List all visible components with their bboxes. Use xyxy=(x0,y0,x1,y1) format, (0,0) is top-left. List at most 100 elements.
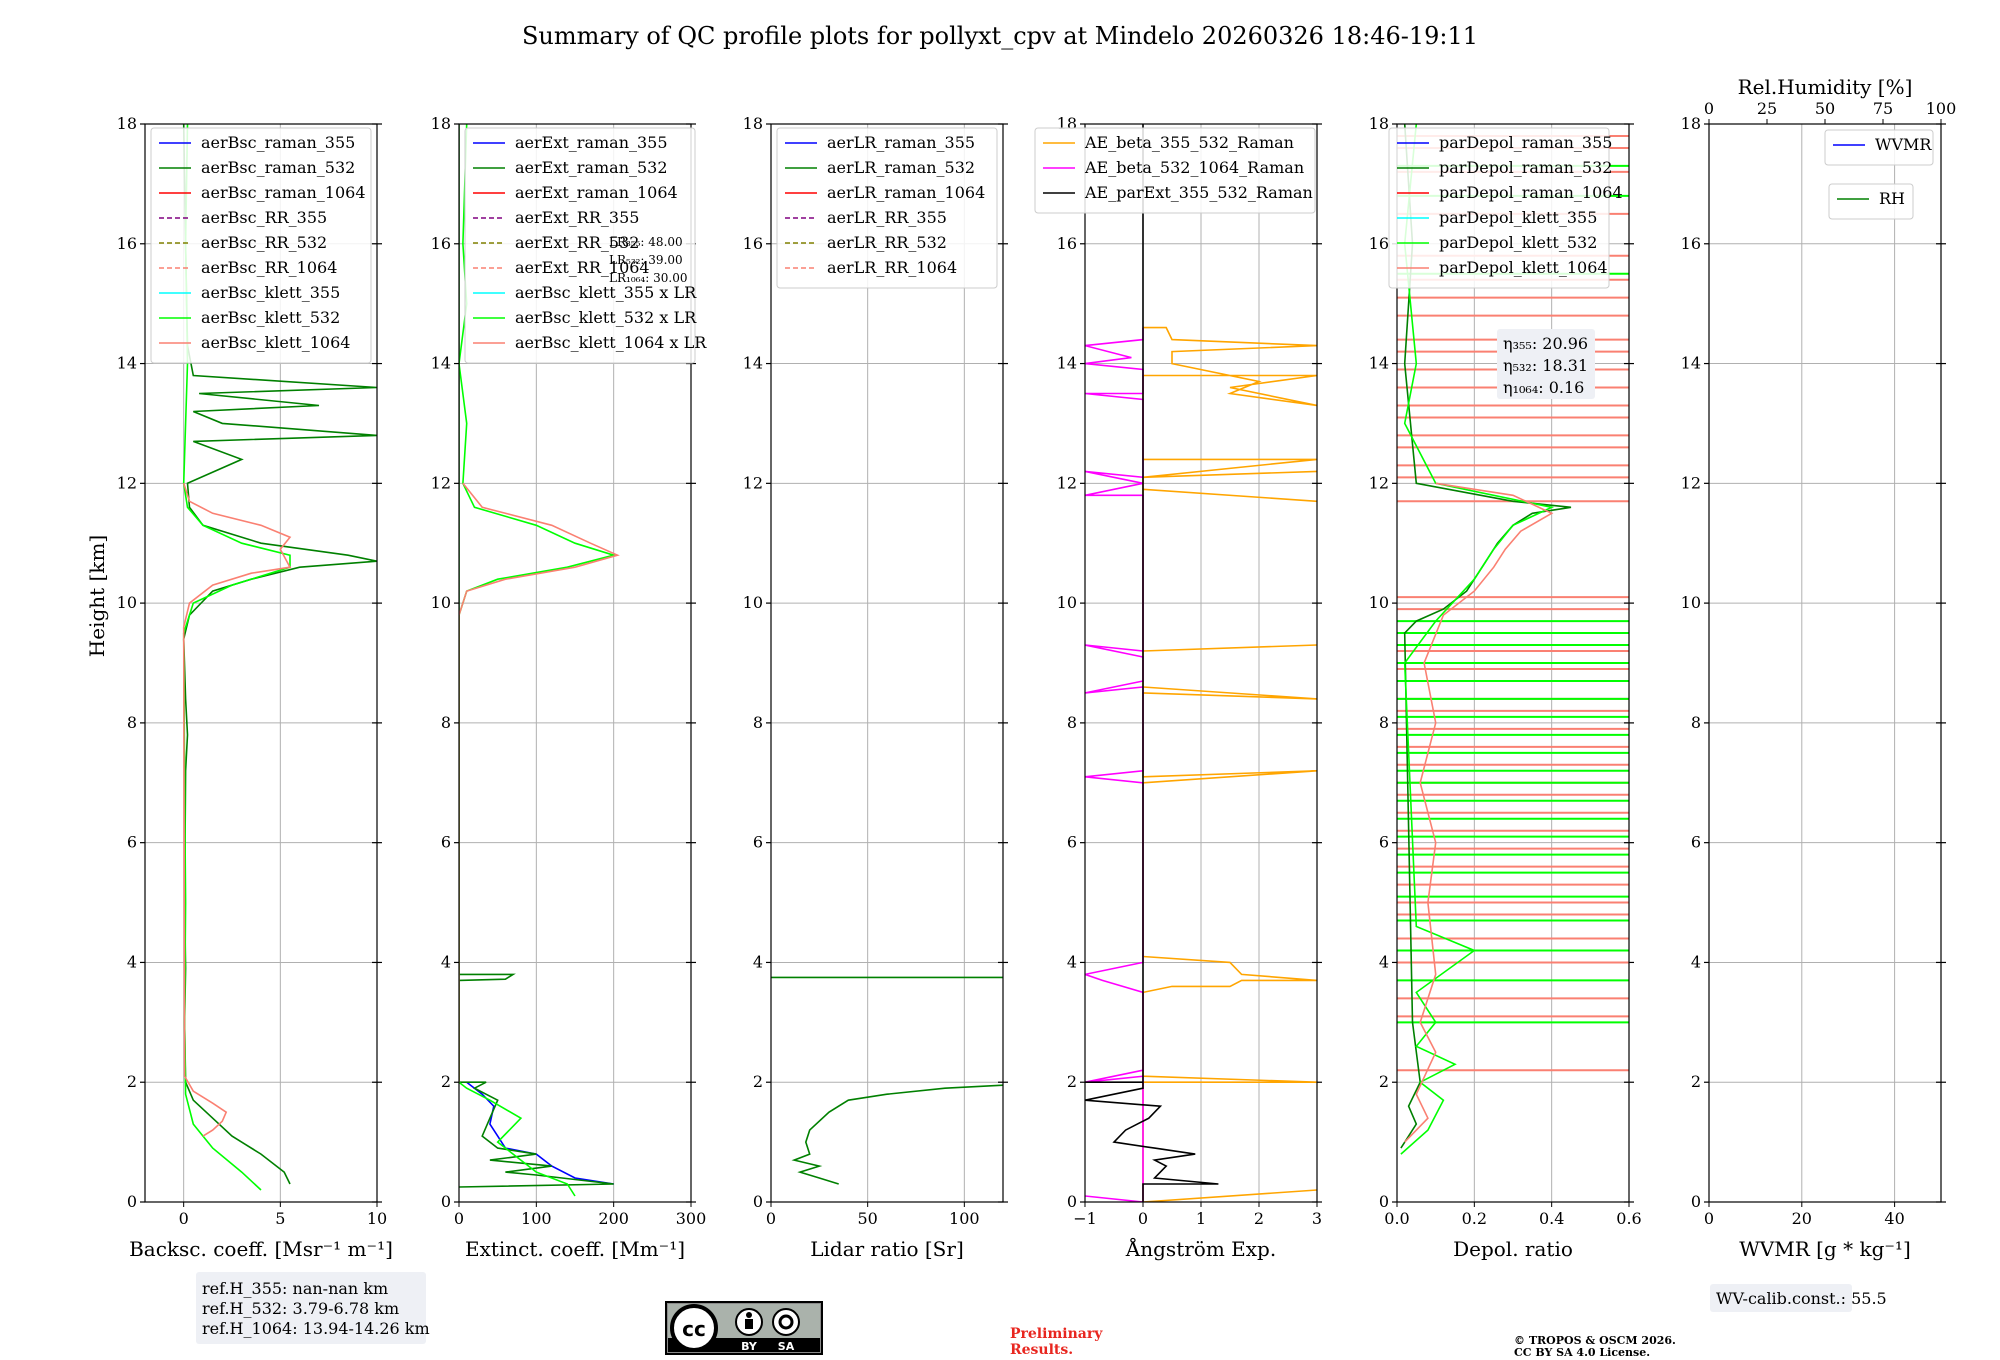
x-tick-label: 0.2 xyxy=(1462,1209,1487,1228)
panel-ext: 0 100 200 300 0 2 4 6 8 10 12 14 16 18 Extinct. coeff.… xyxy=(431,114,708,1261)
by-person-body xyxy=(745,1319,753,1329)
legend-label: parDepol_klett_355 xyxy=(1439,208,1597,227)
x-tick-label: −1 xyxy=(1073,1209,1097,1228)
y-tick-label: 6 xyxy=(753,833,763,852)
y-tick-label: 10 xyxy=(743,593,763,612)
axes-frame xyxy=(458,123,692,1203)
x-axis-label: Ångström Exp. xyxy=(1125,1236,1276,1261)
y-tick-label: 8 xyxy=(1379,713,1389,732)
legend-label: aerBsc_klett_355 xyxy=(201,283,340,302)
x-tick-label: 0 xyxy=(454,1209,464,1228)
y-tick-label: 14 xyxy=(1681,354,1701,373)
y-tick-label: 4 xyxy=(1691,952,1701,971)
y-tick-label: 16 xyxy=(1681,234,1701,253)
y-tick-label: 18 xyxy=(431,114,451,133)
legend-label: AE_beta_532_1064_Raman xyxy=(1084,158,1304,177)
x-tick-label: 0 xyxy=(766,1209,776,1228)
series-aerBsc_klett_1064 x LR xyxy=(459,482,620,1083)
legend: aerLR_raman_355 aerLR_raman_532 aerLR_rama… xyxy=(776,127,998,289)
x-axis-label: Extinct. coeff. [Mm⁻¹] xyxy=(465,1237,685,1261)
legend-label: aerExt_raman_1064 xyxy=(515,183,678,202)
series-aerBsc_klett_1064 xyxy=(182,483,292,1137)
series-AE_beta_355_532_Raman xyxy=(1142,326,1317,1202)
ref-height-532: ref.H_532: 3.79-6.78 km xyxy=(202,1299,399,1318)
y-tick-label: 8 xyxy=(1067,713,1077,732)
axes-frame xyxy=(1396,123,1630,1203)
legend-box xyxy=(1828,183,1914,220)
y-tick-label: 14 xyxy=(1369,354,1389,373)
top-tick-label: 0 xyxy=(1704,99,1714,118)
figure-title: Summary of QC profile plots for pollyxt_… xyxy=(522,22,1478,50)
y-tick-label: 14 xyxy=(431,354,451,373)
y-tick-label: 4 xyxy=(1067,952,1077,971)
x-tick-label: 2 xyxy=(1254,1209,1264,1228)
y-tick-label: 6 xyxy=(1379,833,1389,852)
axes-frame xyxy=(770,123,1004,1203)
legend-box xyxy=(150,127,372,364)
series-aerExt_raman_355 xyxy=(466,1081,614,1185)
y-tick-label: 2 xyxy=(127,1072,137,1091)
legend-label: aerBsc_raman_1064 xyxy=(201,183,366,202)
y-tick-label: 0 xyxy=(1067,1192,1077,1211)
legend-label: aerExt_raman_355 xyxy=(515,133,668,152)
y-tick-label: 16 xyxy=(1369,234,1389,253)
legend-label: parDepol_raman_355 xyxy=(1439,133,1612,152)
y-tick-label: 2 xyxy=(441,1072,451,1091)
axes-frame xyxy=(1084,123,1318,1203)
legend: parDepol_raman_355 parDepol_raman_532 parD… xyxy=(1388,127,1623,289)
x-tick-label: 0.0 xyxy=(1384,1209,1409,1228)
legend-rh: RH xyxy=(1828,183,1914,220)
y-tick-label: 6 xyxy=(1691,833,1701,852)
legend-label: parDepol_raman_532 xyxy=(1439,158,1612,177)
legend-label: aerBsc_raman_355 xyxy=(201,133,355,152)
y-tick-label: 8 xyxy=(127,713,137,732)
copyright-line-2: CC BY SA 4.0 License. xyxy=(1514,1346,1650,1359)
x-tick-label: 300 xyxy=(676,1209,707,1228)
series-aerBsc_klett_532 xyxy=(182,124,291,1191)
by-person-head xyxy=(746,1312,752,1318)
y-tick-label: 10 xyxy=(1681,593,1701,612)
y-tick-label: 0 xyxy=(1379,1192,1389,1211)
legend: aerBsc_raman_355 aerBsc_raman_532 aerBsc_r… xyxy=(150,127,372,364)
ref-heights-box: ref.H_355: nan-nan km ref.H_532: 3.79-6.… xyxy=(196,1272,430,1344)
y-tick-label: 6 xyxy=(127,833,137,852)
legend-label: aerLR_RR_355 xyxy=(827,208,947,227)
ref-height-355: ref.H_355: nan-nan km xyxy=(202,1279,388,1298)
legend-box xyxy=(776,127,998,289)
axes-frame xyxy=(144,123,378,1203)
top-axis-label: Rel.Humidity [%] xyxy=(1738,75,1913,99)
eta-value: η₅₃₂: 18.31 xyxy=(1503,356,1588,375)
x-tick-label: 200 xyxy=(598,1209,629,1228)
y-tick-label: 4 xyxy=(1379,952,1389,971)
x-tick-label: 0 xyxy=(1704,1209,1714,1228)
series-parDepol_klett_532 xyxy=(1400,124,1555,1155)
sa-share-icon xyxy=(772,1308,800,1336)
x-tick-label: 10 xyxy=(367,1209,387,1228)
legend-label: RH xyxy=(1879,189,1905,208)
panel-wv: 0 20 40 0 2 4 6 8 10 12 14 16 18 WVMR [g * kg⁻¹] 0 25 50… xyxy=(1681,75,1957,1261)
cc-license-badge: cc BY SA xyxy=(665,1301,823,1355)
y-tick-label: 12 xyxy=(1681,473,1701,492)
legend-label: parDepol_klett_532 xyxy=(1439,233,1597,252)
legend-label: aerExt_RR_355 xyxy=(515,208,639,227)
legend-label: aerBsc_klett_1064 xyxy=(201,333,350,352)
x-tick-label: 40 xyxy=(1884,1209,1904,1228)
y-tick-label: 8 xyxy=(753,713,763,732)
y-tick-label: 2 xyxy=(753,1072,763,1091)
x-tick-label: 0.4 xyxy=(1539,1209,1564,1228)
y-tick-label: 12 xyxy=(1057,473,1077,492)
y-tick-label: 14 xyxy=(743,354,763,373)
y-tick-label: 18 xyxy=(1681,114,1701,133)
y-tick-label: 6 xyxy=(1067,833,1077,852)
y-tick-label: 0 xyxy=(441,1192,451,1211)
y-tick-label: 4 xyxy=(753,952,763,971)
y-tick-label: 16 xyxy=(1057,234,1077,253)
legend-box xyxy=(1034,127,1316,214)
y-tick-label: 14 xyxy=(117,354,137,373)
y-axis-label: Height [km] xyxy=(85,535,109,657)
y-tick-label: 8 xyxy=(1691,713,1701,732)
legend-box xyxy=(464,127,696,364)
legend-label: aerLR_RR_1064 xyxy=(827,258,957,277)
lr-value: LR₁₀₆₄: 30.00 xyxy=(609,271,687,285)
